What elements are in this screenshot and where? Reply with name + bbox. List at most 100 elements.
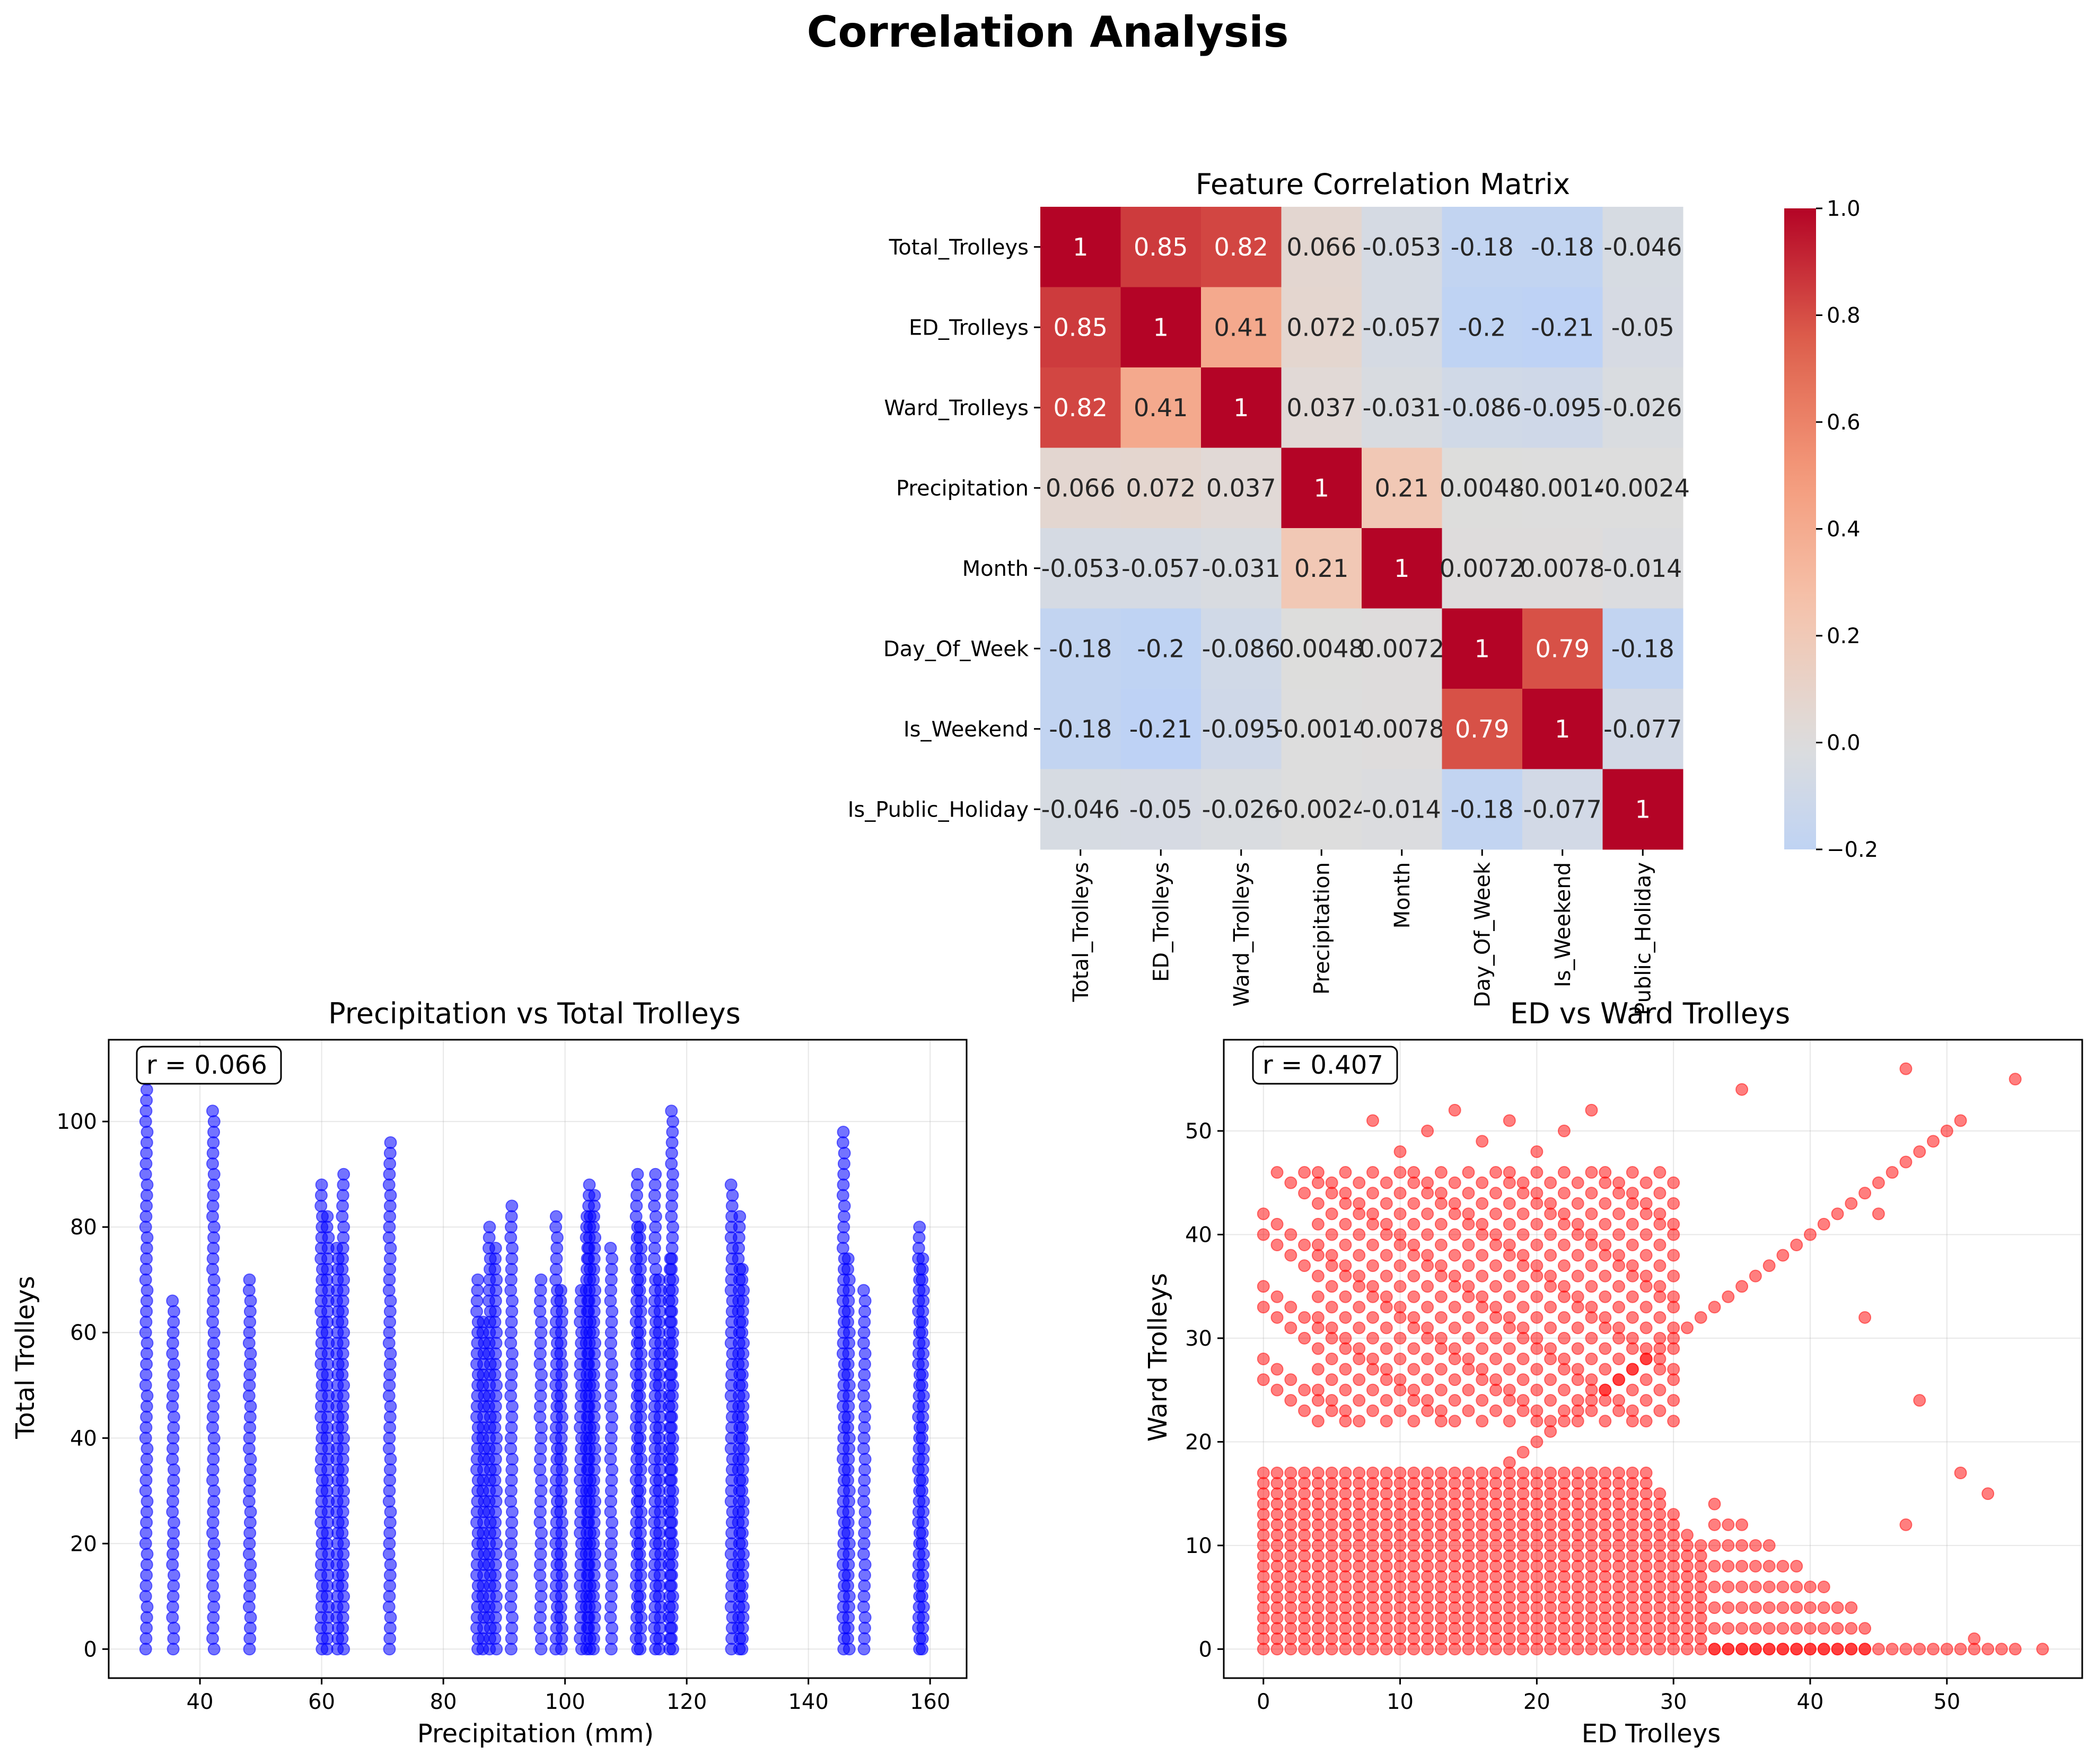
scatter2-point [1626,1404,1639,1417]
scatter2-ytick-label: 30 [1185,1327,1212,1351]
scatter1-point [534,1273,548,1286]
scatter1-point [913,1221,926,1234]
scatter1-point [141,1495,154,1508]
scatter1-point [504,1643,518,1656]
scatter1-point [383,1516,397,1529]
scatter2-point [1476,1135,1489,1148]
scatter1-point [634,1568,647,1582]
scatter2-point [1968,1632,1981,1645]
scatter1-point [606,1252,619,1265]
scatter1-point [858,1421,871,1434]
scatter1-point [139,1315,153,1329]
scatter1-point [736,1347,750,1361]
scatter1-point [243,1568,257,1582]
scatter2-point [1476,1363,1489,1376]
scatter1-point [489,1611,502,1624]
scatter1-point [504,1600,518,1613]
scatter2-point [1380,1197,1393,1210]
scatter1-point [916,1516,929,1529]
scatter2-point [1448,1415,1461,1428]
heatmap-cell [1522,367,1603,448]
scatter1-point [588,1505,601,1519]
scatter1-point [634,1516,647,1529]
scatter1-point [634,1421,647,1434]
heatmap-cell-label: -0.18 [1451,233,1514,261]
scatter2-point [1626,1331,1639,1345]
scatter1-point [858,1516,871,1529]
scatter2-point [1516,1249,1530,1262]
scatter1-point [533,1568,547,1582]
scatter1-point [207,1558,220,1572]
scatter2-point [1407,1467,1420,1479]
scatter2-point [1803,1622,1817,1635]
scatter1-frame [108,1039,968,1679]
heatmap-cell-label: -0.046 [1603,233,1682,261]
scatter1-point [383,1210,397,1223]
scatter1-point [489,1305,502,1318]
scatter2-point [1749,1601,1762,1614]
scatter1-point [505,1315,518,1329]
scatter1-point [139,1526,153,1540]
heatmap-cell [1281,689,1362,769]
scatter2-point [1653,1259,1667,1272]
scatter2-point [1653,1487,1667,1500]
scatter2-point [1667,1249,1680,1262]
scatter1-point [320,1432,334,1445]
scatter2-point [1448,1394,1461,1407]
scatter2-point [1872,1176,1885,1189]
scatter1-point [168,1357,181,1371]
scatter1-point [633,1231,646,1244]
heatmap-cell-label: -0.057 [1363,313,1441,341]
scatter1-point [858,1558,872,1572]
scatter1-point [555,1537,568,1550]
scatter1-point [206,1579,219,1592]
scatter2-point [1653,1280,1667,1293]
scatter1-point [242,1284,256,1297]
scatter1-point [337,1326,350,1339]
scatter1-point [383,1537,396,1550]
scatter2-point [1749,1622,1762,1635]
scatter2-point [1708,1559,1721,1573]
scatter1-point [207,1347,220,1361]
scatter1-point [505,1262,518,1276]
scatter2-point [1544,1467,1557,1479]
scatter1-point [207,1126,221,1139]
scatter1-point [666,1273,679,1286]
scatter1-point [665,1315,678,1329]
scatter1-point [243,1410,257,1424]
scatter1-point [505,1568,519,1582]
scatter2-point [1612,1353,1626,1365]
scatter1-point [490,1590,503,1603]
colorbar-tick-label: 0.8 [1827,304,1861,328]
scatter2-point [1298,1331,1311,1345]
scatter2-point [1639,1321,1653,1335]
heatmap-cell-label: -0.053 [1041,554,1120,583]
scatter1-point [140,1305,153,1318]
scatter1-point [604,1590,618,1603]
scatter1-point [206,1315,219,1329]
scatter1-point [633,1548,646,1561]
scatter1-point [534,1442,547,1455]
scatter1-point [736,1262,749,1276]
scatter1-point [836,1136,849,1149]
heatmap-cell [1522,769,1603,850]
heatmap-cell-label: -0.086 [1202,634,1281,663]
scatter1-point [587,1210,601,1223]
scatter2-point [1516,1445,1530,1459]
scatter1-point [589,1600,602,1613]
scatter1-point [587,1221,600,1234]
scatter1-point [336,1568,349,1582]
scatter1-point [141,1600,154,1613]
heatmap-cell-label: -0.095 [1202,715,1281,743]
scatter1-point [633,1337,646,1350]
scatter1-point [858,1453,872,1466]
scatter1-point [841,1516,855,1529]
scatter1-point [604,1347,617,1361]
scatter2-point [1790,1239,1803,1251]
scatter2-point [1516,1353,1530,1365]
scatter1-point [505,1305,519,1318]
scatter1-point [630,1178,644,1191]
scatter1-point [588,1400,601,1413]
scatter1-point [587,1643,600,1656]
scatter1-point [587,1315,601,1329]
